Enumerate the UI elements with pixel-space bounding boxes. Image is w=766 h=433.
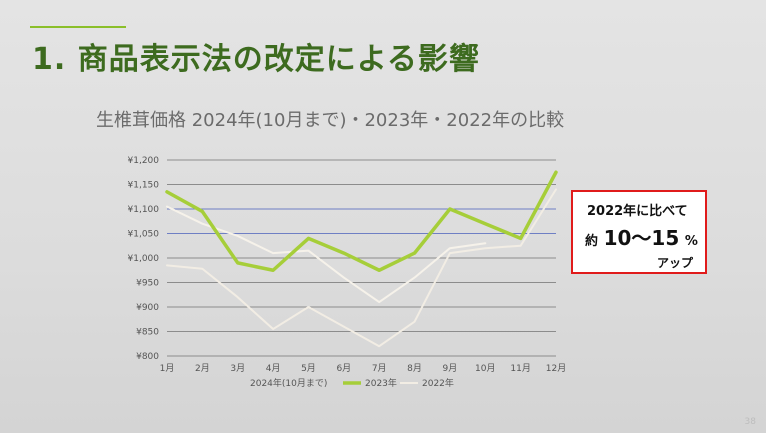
- x-tick-label: 1月: [160, 363, 175, 374]
- y-tick-label: ¥1,050: [128, 230, 160, 240]
- callout-line3: アップ: [656, 256, 693, 270]
- x-tick-label: 6月: [336, 363, 351, 374]
- x-tick-label: 4月: [266, 363, 281, 374]
- callout-percent-sign: %: [684, 234, 698, 249]
- x-tick-label: 3月: [230, 363, 245, 374]
- series-line-y2022: [166, 188, 557, 348]
- legend-label: 2024年(10月まで): [250, 377, 327, 389]
- x-tick-label: 12月: [546, 363, 566, 374]
- callout-line2: 約 10～15 %: [585, 222, 698, 251]
- x-tick-label: 5月: [301, 363, 316, 374]
- y-tick-label: ¥1,150: [128, 181, 160, 191]
- callout-line1: 2022年に比べて: [587, 204, 688, 219]
- comparison-callout: 2022年に比べて 約 10～15 % アップ: [571, 190, 707, 274]
- y-tick-label: ¥850: [136, 328, 159, 338]
- y-tick-label: ¥1,200: [128, 156, 160, 166]
- x-tick-label: 7月: [372, 363, 387, 374]
- x-tick-label: 2月: [195, 363, 210, 374]
- legend-label: 2023年: [365, 377, 397, 389]
- x-tick-label: 8月: [407, 363, 422, 374]
- callout-percent-range: 10～15: [603, 226, 680, 250]
- y-tick-label: ¥800: [136, 352, 159, 362]
- page-number: 38: [744, 417, 756, 427]
- chart-subtitle: 生椎茸価格 2024年(10月まで)・2023年・2022年の比較: [96, 110, 565, 131]
- y-tick-label: ¥950: [136, 279, 159, 289]
- y-tick-label: ¥1,000: [128, 254, 160, 264]
- legend-label: 2022年: [422, 377, 454, 389]
- title-accent-rule: [30, 26, 126, 28]
- x-tick-label: 9月: [443, 363, 458, 374]
- y-tick-label: ¥1,100: [128, 205, 160, 215]
- series-line-y2023: [165, 170, 558, 272]
- y-tick-label: ¥900: [136, 303, 159, 313]
- callout-prefix: 約: [585, 234, 599, 249]
- x-tick-label: 11月: [510, 363, 530, 374]
- slide-title: 1. 商品表示法の改定による影響: [32, 42, 480, 77]
- x-tick-label: 10月: [475, 363, 495, 374]
- series-line-y2024: [166, 205, 487, 304]
